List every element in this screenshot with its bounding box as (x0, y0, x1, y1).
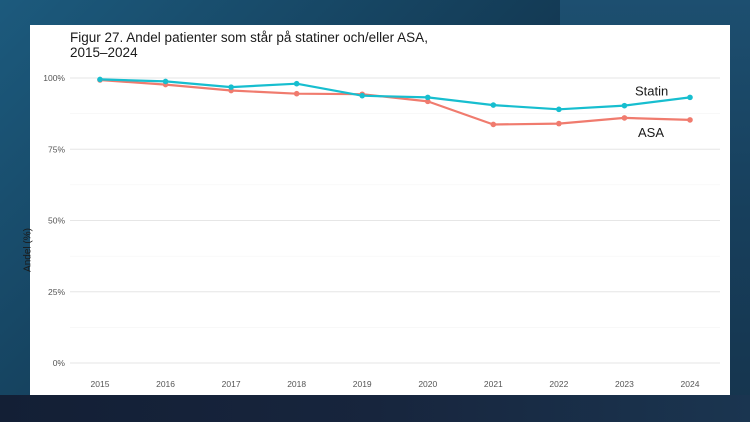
series-labels: Statin ASA (635, 84, 668, 140)
series-label-statin: Statin (635, 84, 668, 99)
x-tick-label: 2015 (91, 379, 110, 389)
data-point-statin (621, 102, 628, 109)
x-tick-label: 2019 (353, 379, 372, 389)
chart-title-line-2: 2015–2024 (70, 45, 138, 60)
data-point-statin (359, 92, 366, 99)
y-tick-label: 100% (43, 73, 65, 83)
x-axis-ticks: 2015 2016 2017 2018 2019 2020 2021 2022 2023 2024 (91, 379, 700, 389)
y-tick-label: 50% (48, 216, 65, 226)
series-points (97, 76, 693, 128)
data-point-statin (687, 94, 693, 101)
y-axis-ticks: 0% 25% 50% 75% 100% (43, 73, 65, 368)
x-tick-label: 2021 (484, 379, 503, 389)
x-tick-label: 2020 (418, 379, 437, 389)
chart-title-line-1: Figur 27. Andel patienter som står på st… (70, 30, 428, 45)
x-tick-label: 2017 (222, 379, 241, 389)
y-tick-label: 25% (48, 287, 65, 297)
data-point-asa (621, 115, 628, 121)
data-point-statin (424, 94, 431, 101)
data-point-asa (687, 117, 693, 123)
data-point-statin (228, 84, 234, 90)
data-point-statin (162, 78, 169, 85)
x-tick-label: 2024 (681, 379, 700, 389)
y-tick-label: 0% (53, 358, 66, 368)
data-point-asa (293, 90, 300, 97)
gridlines (70, 77, 720, 364)
x-tick-label: 2016 (156, 379, 175, 389)
y-tick-label: 75% (48, 144, 65, 154)
series-line-asa (99, 78, 691, 126)
data-point-asa (556, 120, 562, 127)
series-line-statin (99, 78, 691, 111)
chart-title: Figur 27. Andel patienter som står på st… (70, 30, 670, 60)
data-point-statin (490, 102, 497, 108)
data-point-asa (424, 98, 431, 105)
x-tick-label: 2023 (615, 379, 634, 389)
series-label-asa: ASA (638, 125, 664, 140)
data-point-asa (490, 121, 497, 128)
line-chart: 0% 25% 50% 75% 100% 2015 2016 2017 2018 2019 2020… (43, 73, 720, 389)
series-lines (99, 78, 691, 126)
x-tick-label: 2022 (549, 379, 568, 389)
x-tick-label: 2018 (287, 379, 306, 389)
data-point-statin (97, 76, 103, 83)
data-point-statin (556, 106, 562, 113)
chart-slide: Figur 27. Andel patienter som står på st… (23, 25, 730, 395)
data-point-statin (293, 80, 300, 87)
background-strip (0, 395, 750, 422)
